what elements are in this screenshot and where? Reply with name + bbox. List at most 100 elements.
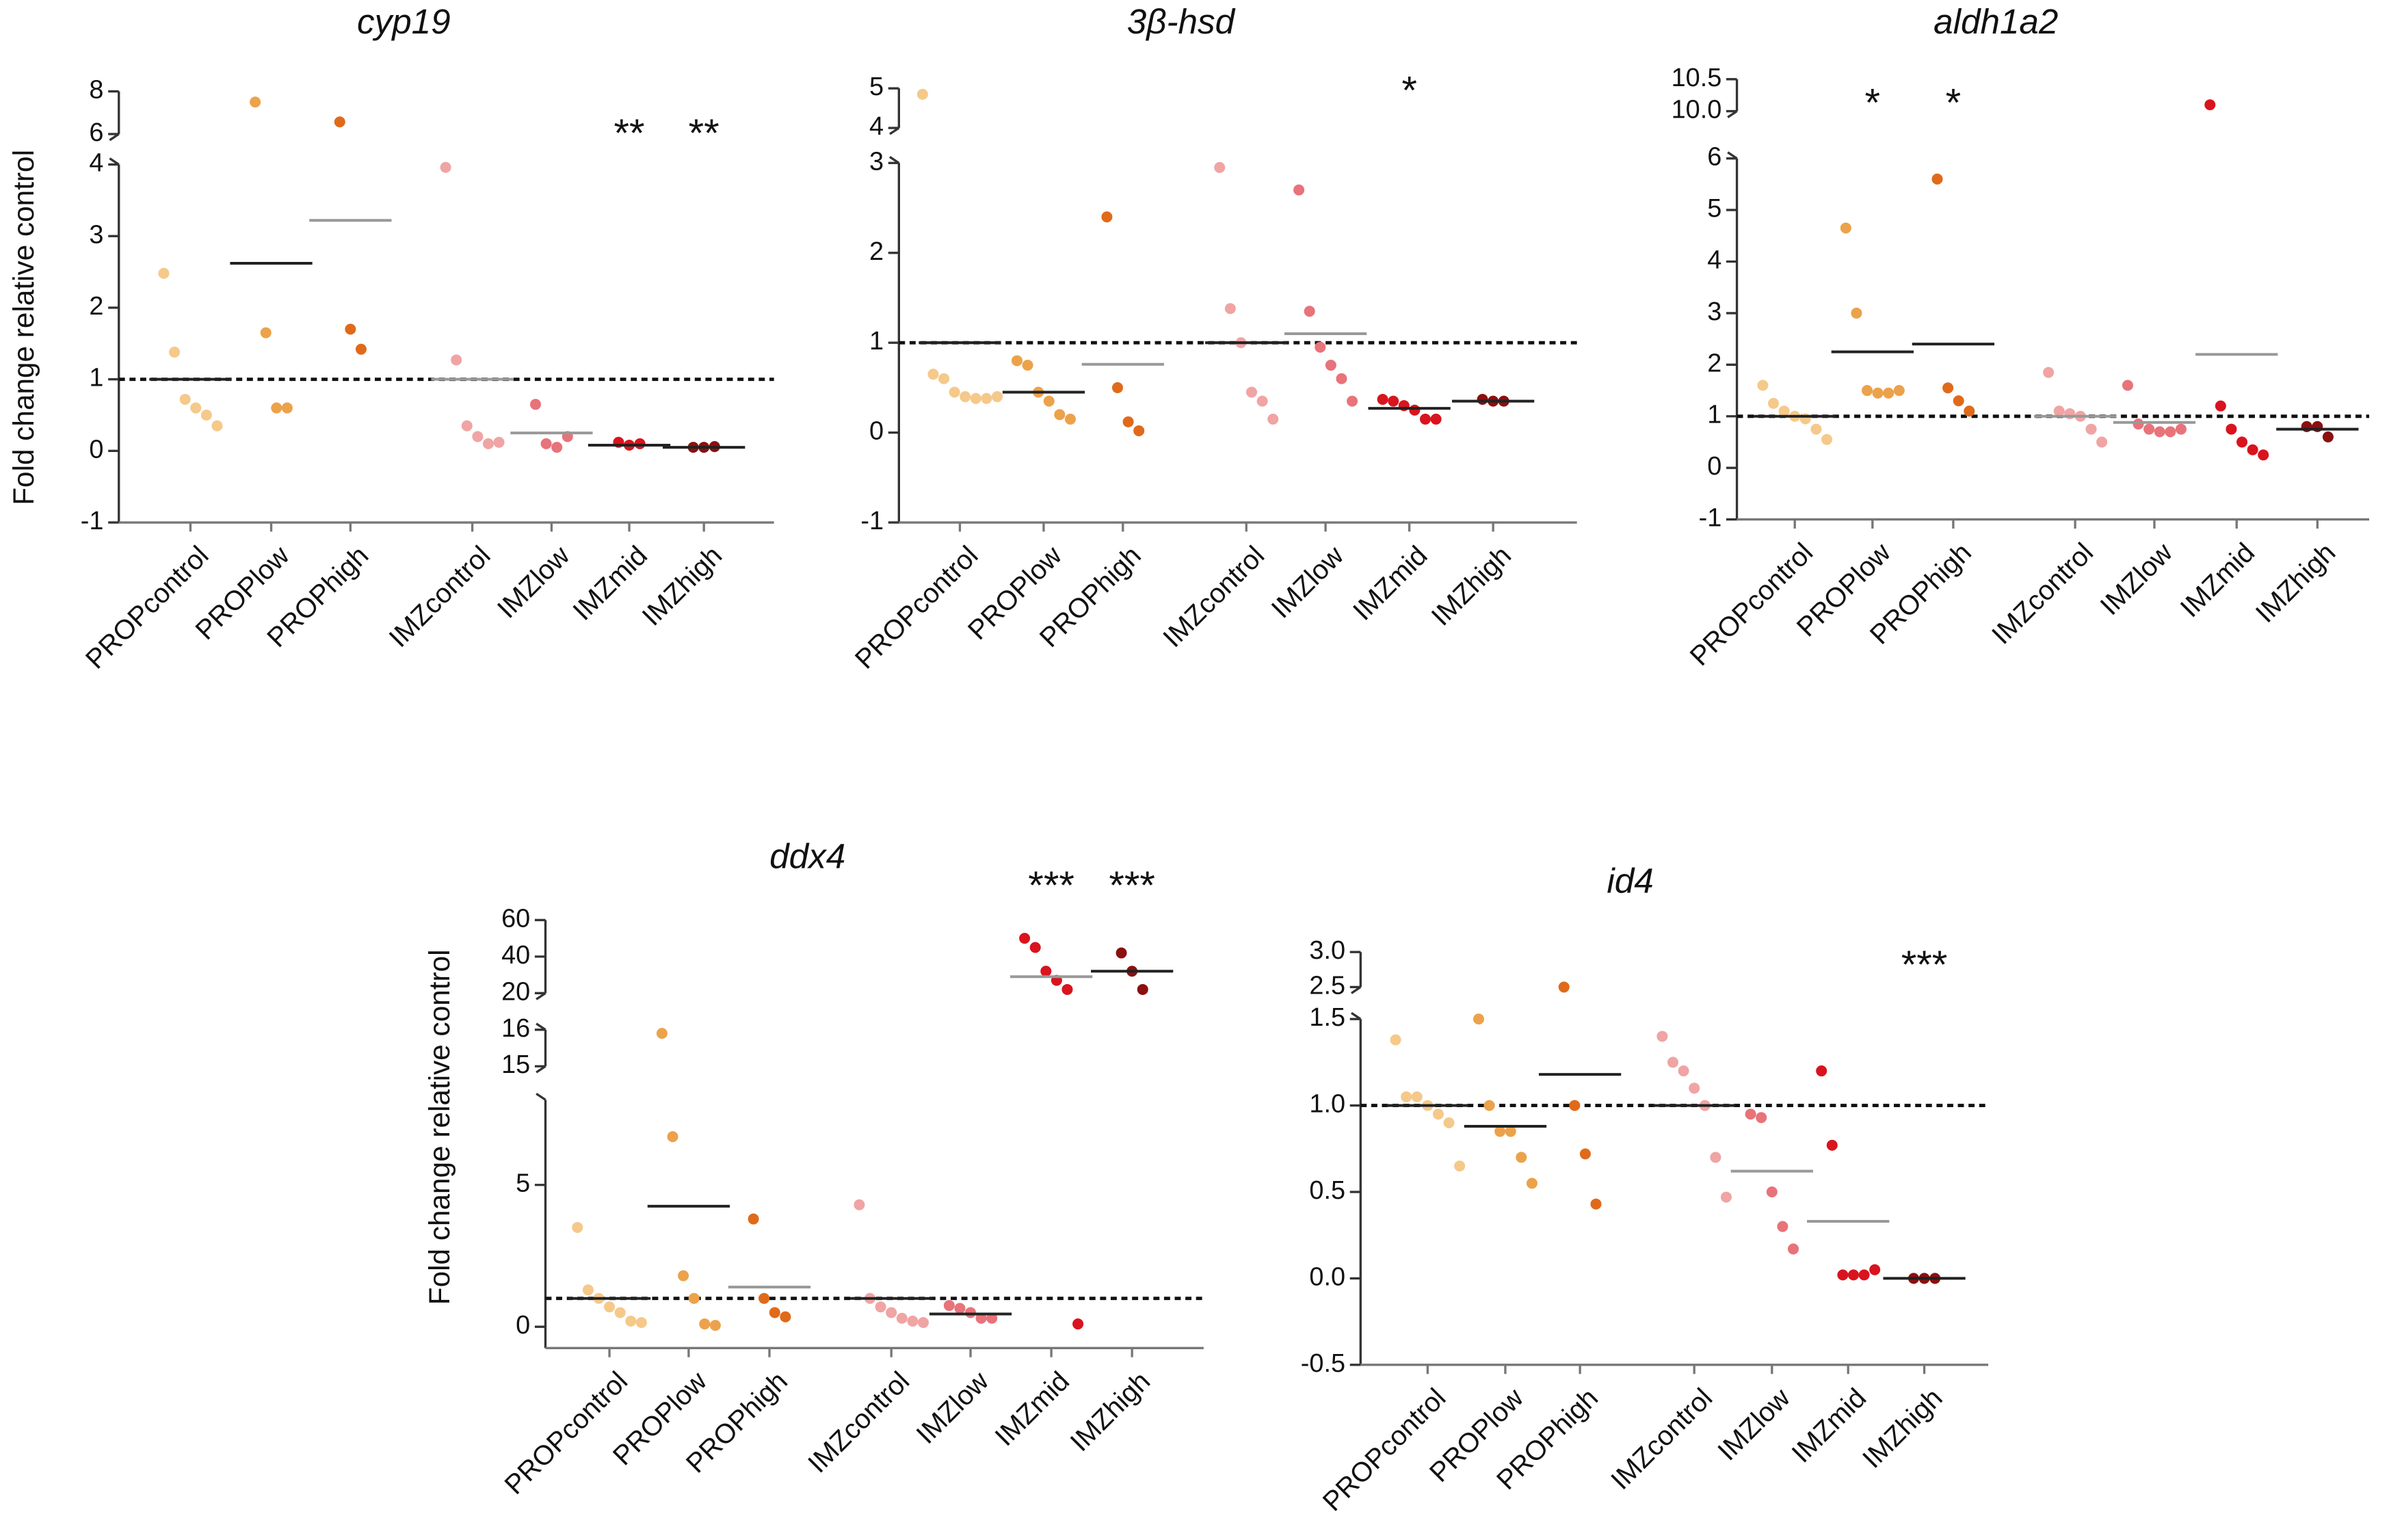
data-point [2122,380,2133,391]
data-point [179,393,191,405]
data-point [260,327,272,338]
data-point [1409,404,1421,416]
data-point [2053,406,2065,417]
data-point [1293,184,1305,196]
data-point [1419,413,1431,425]
x-tick-label: IMZcontrol [1157,540,1270,653]
data-point [1558,981,1570,993]
y-tick-label: 15 [501,1050,530,1079]
chart-title: id4 [1607,861,1653,900]
y-tick-label: 4 [869,112,884,141]
data-point [1667,1057,1679,1068]
data-point [1837,1269,1849,1281]
x-tick-label: IMZlow [492,540,576,624]
data-point [334,116,345,128]
data-point [991,391,1003,403]
y-tick-label: 1 [1707,401,1721,429]
data-point [748,1213,759,1225]
x-tick-label: PROPcontrol [80,540,214,674]
data-point [1116,947,1127,959]
x-tick-label: IMZlow [1712,1382,1796,1466]
data-point [482,438,494,449]
data-point [699,1318,711,1330]
data-point [1430,413,1442,425]
data-point [667,1131,678,1143]
data-point [355,343,367,355]
y-tick-label: 16 [501,1014,530,1043]
data-point [1526,1178,1537,1189]
data-point [1657,1031,1668,1042]
panel: id4-0.50.00.51.01.52.53.0PROPcontrolPROP… [1301,861,1989,1517]
data-point [965,1307,977,1318]
y-tick-label: 1.5 [1309,1003,1345,1032]
x-tick-label: IMZcontrol [384,540,497,653]
chart-title: aldh1a2 [1933,2,2058,41]
data-point [2175,423,2187,435]
data-point [1756,1112,1767,1124]
data-point [530,399,542,410]
data-point [970,393,981,404]
data-point [1315,341,1326,353]
x-tick-label: IMZhigh [637,540,728,631]
y-tick-label: 0 [869,417,884,446]
data-point [2215,400,2226,412]
data-point [1224,303,1236,315]
data-point [1054,409,1066,421]
y-tick-label: 4 [1707,245,1721,274]
data-point [1569,1100,1581,1111]
data-point [1840,222,1851,234]
data-point [678,1270,689,1282]
data-point [1579,1148,1591,1160]
y-tick-label: 5 [516,1169,530,1198]
x-tick-label: IMZhigh [1065,1366,1156,1457]
data-point [2143,423,2155,435]
data-point [916,88,928,100]
y-tick-label: 60 [501,904,530,933]
axis-break [536,1092,546,1101]
data-point [1304,306,1315,317]
data-point [1011,355,1022,367]
x-tick-label: IMZcontrol [1605,1383,1718,1496]
data-point [1931,173,1943,185]
significance-label: * [1946,81,1962,124]
data-point [345,323,356,335]
data-point [1942,382,1954,394]
panel: cyp19 Fold change relative control -1 0 1 2 3 4… [8,2,774,675]
x-tick-label: IMZmid [1786,1383,1873,1469]
data-point [1122,416,1134,427]
y-tick-label: 1.0 [1309,1090,1345,1119]
data-point [2236,436,2248,448]
data-point [1401,1091,1412,1102]
y-tick-label: 1 [89,364,103,393]
data-point [1411,1091,1423,1102]
x-tick-label: PROPcontrol [1317,1383,1451,1517]
y-tick-label: 4 [89,149,103,178]
y-tick-label: 10.0 [1672,96,1722,124]
x-tick-label: IMZhigh [2250,537,2341,628]
y-tick-label: 10.5 [1672,64,1722,92]
data-point [2154,426,2165,438]
data-point [2085,423,2097,435]
data-point [2247,444,2258,455]
data-point [1029,942,1041,953]
data-point [634,438,646,449]
data-point [604,1301,616,1313]
data-point [169,346,181,358]
data-point [1757,380,1769,391]
x-tick-label: IMZhigh [1857,1383,1948,1474]
data-point [1390,1034,1401,1046]
data-point [1022,360,1033,371]
x-tick-label: IMZmid [2175,537,2261,624]
data-point [540,438,552,449]
panel: 3β-hsd-1012345PROPcontrolPROPlowPROPhigh… [849,2,1577,675]
data-point [960,391,971,403]
data-point [1710,1152,1721,1163]
y-tick-label: 3 [89,220,103,249]
significance-label: * [1865,81,1881,124]
x-tick-label: IMZhigh [1426,540,1517,631]
significance-label: * [1401,68,1417,112]
y-tick-label: 0.5 [1309,1176,1345,1205]
data-point [1821,434,1833,445]
data-point [250,96,261,108]
y-tick-label: 2 [869,237,884,266]
